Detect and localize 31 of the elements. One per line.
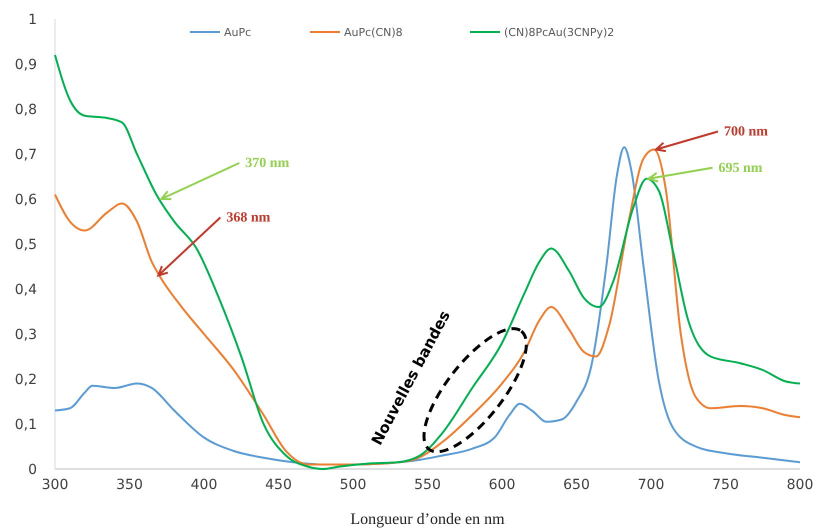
- y-tick-label: 0,4: [14, 282, 38, 298]
- legend-label: AuPc: [224, 26, 252, 39]
- legend-label: AuPc(CN)8: [344, 26, 403, 39]
- x-tick-label: 700: [638, 477, 664, 493]
- line-series: [54, 54, 801, 470]
- legend-label: (CN)8PcAu(3CNPy)2: [504, 26, 614, 39]
- y-tick-label: 0,6: [14, 192, 38, 208]
- annotation: 368 nm: [226, 210, 271, 226]
- annotation: 695 nm: [718, 160, 763, 176]
- x-tick-label: 550: [414, 477, 441, 493]
- y-tick-label: 0,2: [14, 372, 37, 388]
- y-tick-label: 0,3: [14, 327, 37, 343]
- x-tick-label: 350: [116, 477, 143, 493]
- x-tick-label: 750: [712, 477, 739, 493]
- x-tick-label: 600: [488, 477, 516, 493]
- annotation: 370 nm: [245, 156, 290, 171]
- y-tick-label: 0,9: [14, 57, 37, 73]
- y-tick-label: 0,5: [14, 237, 37, 253]
- annotation: 700 nm: [724, 124, 768, 140]
- x-tick-label: 400: [190, 477, 218, 493]
- x-tick-label: 300: [42, 477, 68, 493]
- y-tick-label: 1: [28, 12, 37, 28]
- x-tick-label: 500: [340, 477, 366, 493]
- x-axis-title: Longueur d’onde en nm: [350, 511, 506, 528]
- y-tick-label: 0,1: [14, 417, 37, 433]
- x-tick-label: 650: [563, 477, 590, 493]
- y-tick-label: 0,8: [14, 102, 37, 118]
- x-tick-label: 450: [265, 477, 292, 493]
- y-tick-label: 0: [28, 462, 37, 478]
- y-tick-label: 0,7: [14, 147, 37, 163]
- x-tick-label: 800: [786, 477, 814, 493]
